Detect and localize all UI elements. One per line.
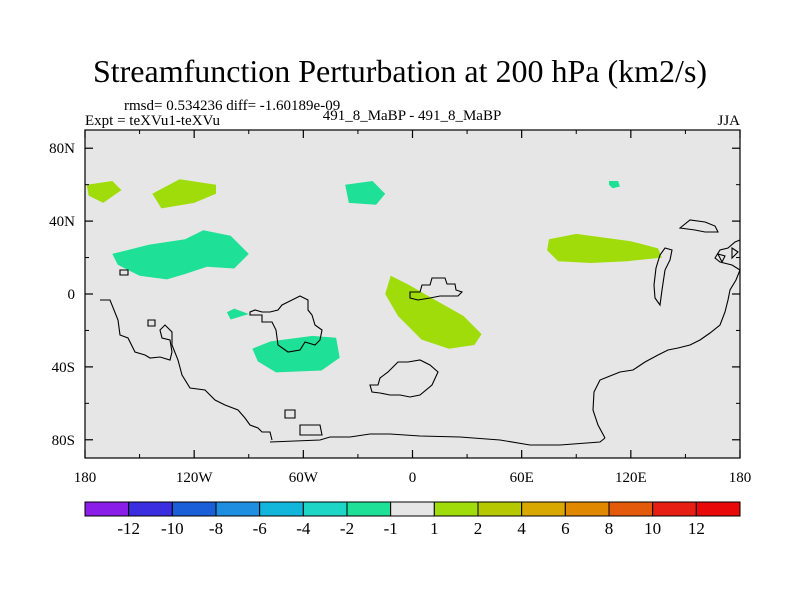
colorbar-swatch — [695, 501, 741, 517]
anomaly-positive-3 — [385, 275, 482, 349]
colorbar-label: -12 — [117, 519, 140, 538]
colorbar-label: -2 — [340, 519, 354, 538]
colorbar-label: -6 — [253, 519, 267, 538]
colorbar-label: 4 — [517, 519, 526, 538]
anomaly-negative-2 — [112, 230, 249, 280]
anomaly-negative-3 — [226, 308, 249, 320]
colorbar-swatch — [171, 501, 217, 517]
colorbar-swatch — [128, 501, 173, 517]
anomaly-positive-2 — [152, 179, 216, 209]
colorbar-swatch — [215, 501, 261, 517]
colorbar-swatch — [433, 501, 479, 517]
anomaly-negative-4 — [252, 335, 340, 373]
x-tick-label: 120W — [176, 470, 214, 486]
colorbar-swatch — [259, 501, 304, 517]
y-tick-label: 40S — [52, 360, 75, 376]
stats-label: rmsd= 0.534236 diff= -1.60189e-09 — [124, 98, 340, 114]
colorbar-swatch — [564, 501, 610, 517]
x-tick-label: 180 — [74, 470, 97, 486]
x-tick-label: 60W — [289, 470, 319, 486]
coastline-outline — [100, 219, 741, 446]
y-tick-label: 0 — [68, 287, 76, 303]
colorbar-swatch — [652, 501, 697, 517]
x-tick-label: 60E — [510, 470, 534, 486]
colorbar-swatch — [84, 501, 130, 517]
colorbar-label: 10 — [644, 519, 661, 538]
anomaly-positive-1 — [86, 181, 122, 203]
x-tick-label: 120E — [615, 470, 647, 486]
colorbar-label: 8 — [605, 519, 614, 538]
x-tick-label: 0 — [409, 470, 417, 486]
colorbar-label: 12 — [688, 519, 705, 538]
colorbar-label: -10 — [161, 519, 184, 538]
colorbar-swatch — [477, 501, 523, 517]
colorbar-swatch — [608, 501, 654, 517]
colorbar-label: -1 — [384, 519, 398, 538]
colorbar-label: -4 — [296, 519, 311, 538]
y-tick-label: 80N — [49, 141, 75, 157]
y-tick-label: 40N — [49, 214, 75, 230]
season-label: JJA — [717, 113, 740, 129]
case-label: 491_8_MaBP - 491_8_MaBP — [323, 108, 502, 124]
colorbar-label: -8 — [209, 519, 223, 538]
colorbar-swatch — [346, 501, 392, 517]
chart-title: Streamfunction Perturbation at 200 hPa (… — [93, 53, 707, 89]
anomaly-positive-4 — [547, 233, 662, 263]
colorbar-swatch — [390, 501, 435, 517]
colorbar-swatch — [521, 501, 566, 517]
colorbar-label: 6 — [561, 519, 570, 538]
anomaly-negative-1 — [345, 181, 386, 205]
anomaly-negative-5 — [609, 181, 620, 189]
colorbar-label: 2 — [474, 519, 483, 538]
colorbar-swatch — [302, 501, 348, 517]
colorbar-label: 1 — [430, 519, 439, 538]
y-tick-label: 80S — [52, 433, 75, 449]
experiment-label: Expt = teXVu1-teXVu — [85, 113, 220, 129]
x-tick-label: 180 — [729, 470, 752, 486]
